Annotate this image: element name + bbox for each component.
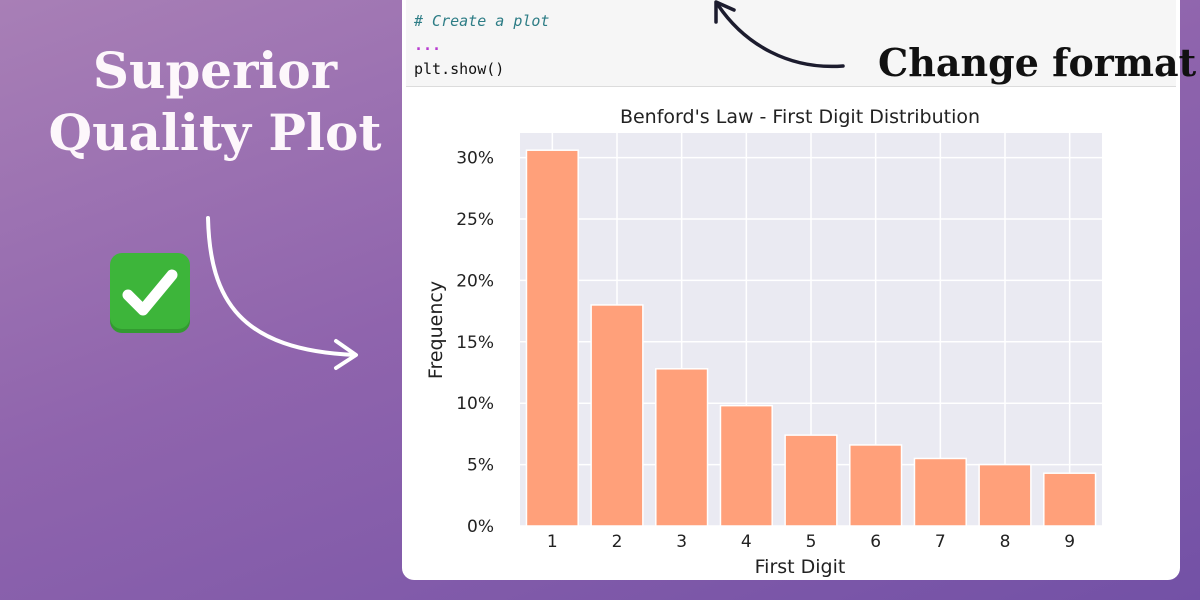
y-tick-label: 20% [456, 271, 494, 291]
headline-line-1: Superior [92, 41, 338, 100]
bar-digit-4 [719, 404, 773, 527]
bar-digit-3 [655, 368, 709, 527]
x-tick-label: 8 [1000, 532, 1011, 552]
x-tick-label: 9 [1064, 532, 1075, 552]
code-show-call: plt.show() [414, 60, 505, 78]
bar-digit-7 [913, 457, 967, 527]
bar-digit-2 [590, 304, 644, 527]
y-tick-label: 25% [456, 210, 494, 230]
x-tick-label: 3 [676, 532, 687, 552]
code-comment: # Create a plot [414, 12, 550, 30]
x-tick-label: 7 [935, 532, 946, 552]
headline-line-2: Quality Plot [48, 103, 382, 162]
x-tick-label: 5 [806, 532, 817, 552]
code-ellipsis: ... [414, 36, 442, 54]
chart-title: Benford's Law - First Digit Distribution [620, 106, 980, 128]
y-tick-label: 0% [467, 517, 494, 537]
y-tick-label: 10% [456, 394, 494, 414]
headline: Superior Quality Plot [30, 40, 400, 164]
x-tick-label: 2 [612, 532, 623, 552]
check-mark-icon [110, 253, 190, 333]
x-tick-label: 4 [741, 532, 752, 552]
x-tick-label: 6 [870, 532, 881, 552]
x-axis-label: First Digit [755, 556, 846, 578]
bar-digit-5 [784, 434, 838, 527]
bar-digit-6 [849, 444, 903, 527]
y-tick-label: 15% [456, 333, 494, 353]
y-axis-label: Frequency [425, 281, 447, 379]
y-tick-label: 30% [456, 149, 494, 169]
bar-digit-8 [978, 463, 1032, 527]
change-format-callout: Change format [878, 40, 1197, 85]
bar-digit-9 [1043, 472, 1097, 527]
x-tick-label: 1 [547, 532, 558, 552]
y-tick-label: 5% [467, 456, 494, 476]
bar-digit-1 [525, 149, 579, 527]
